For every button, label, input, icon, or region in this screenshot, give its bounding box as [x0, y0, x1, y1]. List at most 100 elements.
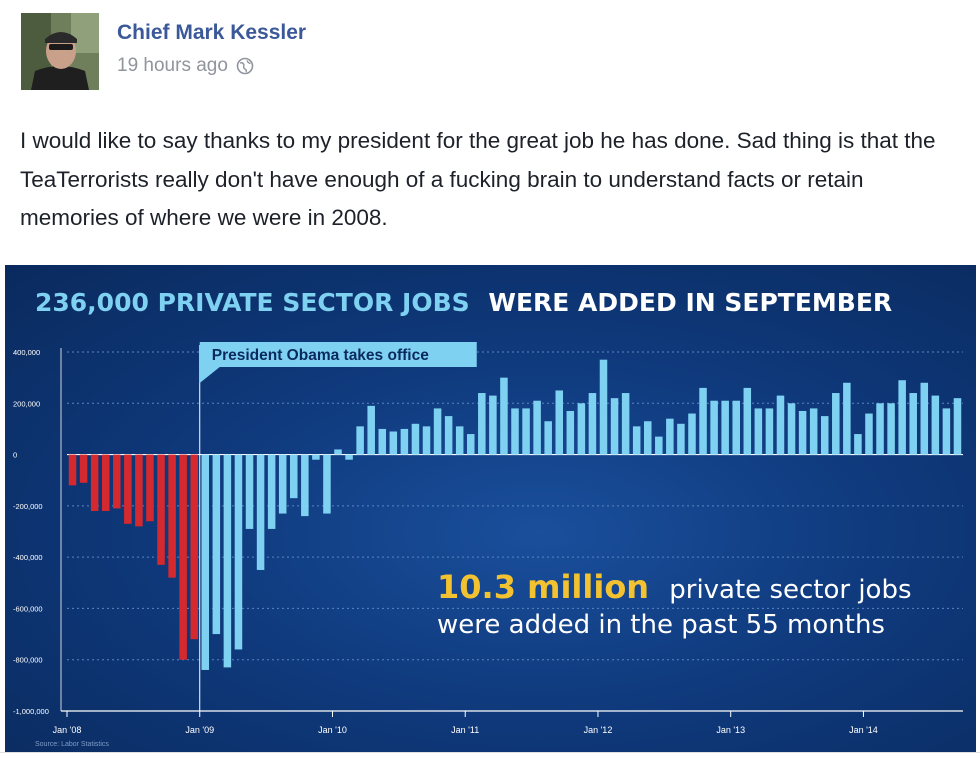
bar — [245, 454, 254, 529]
bar — [820, 416, 829, 455]
bar — [887, 403, 895, 455]
chart-title-rest: WERE ADDED IN SEPTEMBER — [488, 288, 892, 317]
chart-y-tick-labels: 400,000 200,000 0 -200,000 -400,000 -600,000 -… — [13, 348, 49, 716]
chart-annotation: President Obama takes office — [212, 347, 429, 364]
y-tick-label: 400,000 — [13, 348, 40, 357]
bar — [212, 454, 221, 635]
chart-x-axis: Jan '08 Jan '09 Jan '10 Jan '11 Jan '12 Jan '… — [53, 348, 963, 735]
bar — [511, 408, 519, 455]
bar — [433, 408, 442, 455]
bar — [367, 405, 375, 455]
annotation-flag — [199, 342, 477, 383]
bar — [832, 393, 840, 455]
bar — [489, 395, 497, 455]
chart-callout-line1: 10.3 million private sector jobs — [437, 568, 912, 606]
bar — [566, 410, 575, 455]
bar — [798, 410, 807, 455]
bar — [931, 395, 940, 455]
x-tick-label: Jan '14 — [849, 725, 878, 735]
chart-image[interactable]: 236,000 PRIVATE SECTOR JOBS WERE ADDED I… — [5, 265, 976, 752]
bar — [522, 408, 530, 455]
bar — [124, 454, 132, 524]
bar — [312, 454, 320, 460]
bar — [146, 454, 154, 522]
bar — [90, 454, 99, 511]
post-divider — [0, 752, 980, 753]
y-tick-label: -600,000 — [13, 604, 43, 613]
bar — [135, 454, 143, 527]
bar — [732, 400, 740, 455]
bar — [787, 403, 796, 455]
bar — [655, 436, 663, 455]
y-tick-label: -1,000,000 — [13, 707, 49, 716]
bar — [68, 454, 77, 486]
bar — [466, 434, 475, 455]
y-tick-label: -400,000 — [13, 553, 43, 562]
bar — [632, 426, 641, 455]
bar — [500, 377, 508, 455]
callout-line1-rest: private sector jobs — [669, 575, 911, 605]
bar — [389, 431, 398, 455]
x-tick-label: Jan '13 — [716, 725, 745, 735]
post-timestamp[interactable]: 19 hours ago — [117, 55, 228, 76]
bar — [754, 408, 763, 455]
avatar-photo — [21, 13, 99, 90]
author-avatar[interactable] — [21, 13, 99, 90]
bar — [533, 400, 541, 455]
y-tick-label: -800,000 — [13, 656, 43, 665]
bar — [113, 454, 121, 509]
post-meta: 19 hours ago — [117, 55, 254, 77]
bar — [179, 454, 187, 660]
bar — [898, 380, 906, 455]
bar — [599, 359, 608, 455]
chart-source-note: Source: Labor Statistics — [35, 741, 109, 748]
bar — [422, 426, 431, 455]
bar — [588, 393, 597, 455]
chart-bars — [68, 359, 962, 670]
bar — [555, 390, 564, 455]
bar — [79, 454, 88, 483]
bar — [168, 454, 176, 578]
bar — [699, 387, 707, 455]
globe-icon[interactable] — [236, 57, 254, 75]
bar — [256, 454, 265, 570]
bar — [455, 426, 464, 455]
jobs-bar-chart: 236,000 PRIVATE SECTOR JOBS WERE ADDED I… — [13, 288, 963, 748]
bar — [876, 403, 884, 455]
bar — [765, 408, 774, 455]
bar — [721, 400, 729, 455]
bar — [776, 395, 785, 455]
x-tick-label: Jan '08 — [53, 725, 82, 735]
bar — [345, 454, 353, 460]
bar — [278, 454, 287, 514]
bar — [290, 454, 298, 499]
bar — [920, 382, 929, 455]
bar — [909, 393, 917, 455]
bar — [621, 393, 630, 455]
y-tick-label: 200,000 — [13, 399, 40, 408]
bar — [234, 454, 243, 650]
bar — [577, 403, 586, 455]
bar — [843, 382, 851, 455]
bar — [323, 454, 331, 514]
bar — [157, 454, 165, 565]
x-tick-label: Jan '10 — [318, 725, 347, 735]
bar — [400, 428, 409, 455]
bar — [743, 387, 752, 455]
bar — [267, 454, 276, 529]
bar — [201, 454, 210, 670]
bar — [710, 400, 718, 455]
callout-highlight: 10.3 million — [437, 568, 649, 606]
author-name-link[interactable]: Chief Mark Kessler — [117, 21, 307, 44]
x-tick-label: Jan '11 — [451, 725, 479, 735]
bar — [809, 408, 818, 455]
bar — [865, 413, 873, 455]
bar — [643, 421, 652, 455]
bar — [953, 398, 962, 455]
chart-annotation-group: President Obama takes office — [199, 342, 477, 711]
post-message: I would like to say thanks to my preside… — [20, 128, 936, 230]
x-tick-label: Jan '09 — [185, 725, 214, 735]
bar — [544, 421, 552, 455]
y-tick-label: 0 — [13, 451, 17, 460]
bar — [378, 428, 387, 455]
